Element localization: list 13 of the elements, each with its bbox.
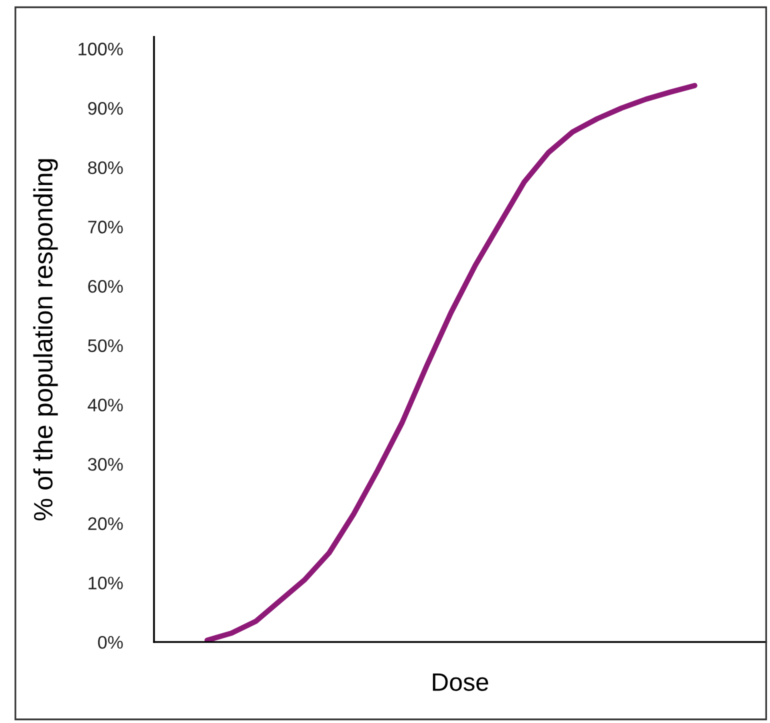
y-tick-label: 0% [98, 636, 123, 649]
y-tick-label: 100% [78, 42, 123, 56]
y-axis-title: % of the population responding [33, 159, 58, 520]
y-tick-label: 80% [88, 161, 123, 174]
y-tick-label: 10% [88, 576, 123, 590]
y-tick-label: 50% [88, 339, 123, 352]
y-tick-label: 40% [88, 398, 123, 412]
y-tick-label: 30% [88, 458, 123, 471]
y-tick-label: 60% [88, 280, 123, 293]
x-axis-title: Dose [432, 674, 488, 691]
y-tick-label: 90% [88, 102, 123, 115]
y-tick-label: 20% [88, 517, 123, 530]
y-tick-label: 70% [88, 220, 123, 234]
